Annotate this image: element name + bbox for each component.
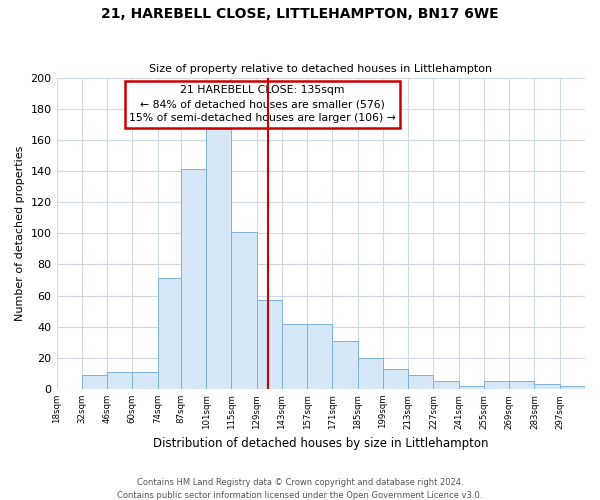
Bar xyxy=(82,375,107,389)
Text: 21 HAREBELL CLOSE: 135sqm
← 84% of detached houses are smaller (576)
15% of semi: 21 HAREBELL CLOSE: 135sqm ← 84% of detac… xyxy=(129,86,396,124)
Bar xyxy=(206,129,232,389)
Y-axis label: Number of detached properties: Number of detached properties xyxy=(15,146,25,321)
X-axis label: Distribution of detached houses by size in Littlehampton: Distribution of detached houses by size … xyxy=(153,437,488,450)
Bar xyxy=(358,358,383,389)
Bar xyxy=(408,375,433,389)
Bar xyxy=(560,386,585,389)
Bar xyxy=(307,324,332,389)
Bar xyxy=(158,278,181,389)
Bar xyxy=(282,324,307,389)
Bar xyxy=(107,372,132,389)
Title: Size of property relative to detached houses in Littlehampton: Size of property relative to detached ho… xyxy=(149,64,493,74)
Bar xyxy=(181,170,206,389)
Bar xyxy=(509,381,535,389)
Text: Contains HM Land Registry data © Crown copyright and database right 2024.
Contai: Contains HM Land Registry data © Crown c… xyxy=(118,478,482,500)
Bar xyxy=(132,372,158,389)
Text: 21, HAREBELL CLOSE, LITTLEHAMPTON, BN17 6WE: 21, HAREBELL CLOSE, LITTLEHAMPTON, BN17 … xyxy=(101,8,499,22)
Bar xyxy=(459,386,484,389)
Bar xyxy=(257,300,282,389)
Bar xyxy=(332,340,358,389)
Bar xyxy=(484,381,509,389)
Bar xyxy=(232,232,257,389)
Bar xyxy=(383,368,408,389)
Bar xyxy=(535,384,560,389)
Bar xyxy=(433,381,459,389)
